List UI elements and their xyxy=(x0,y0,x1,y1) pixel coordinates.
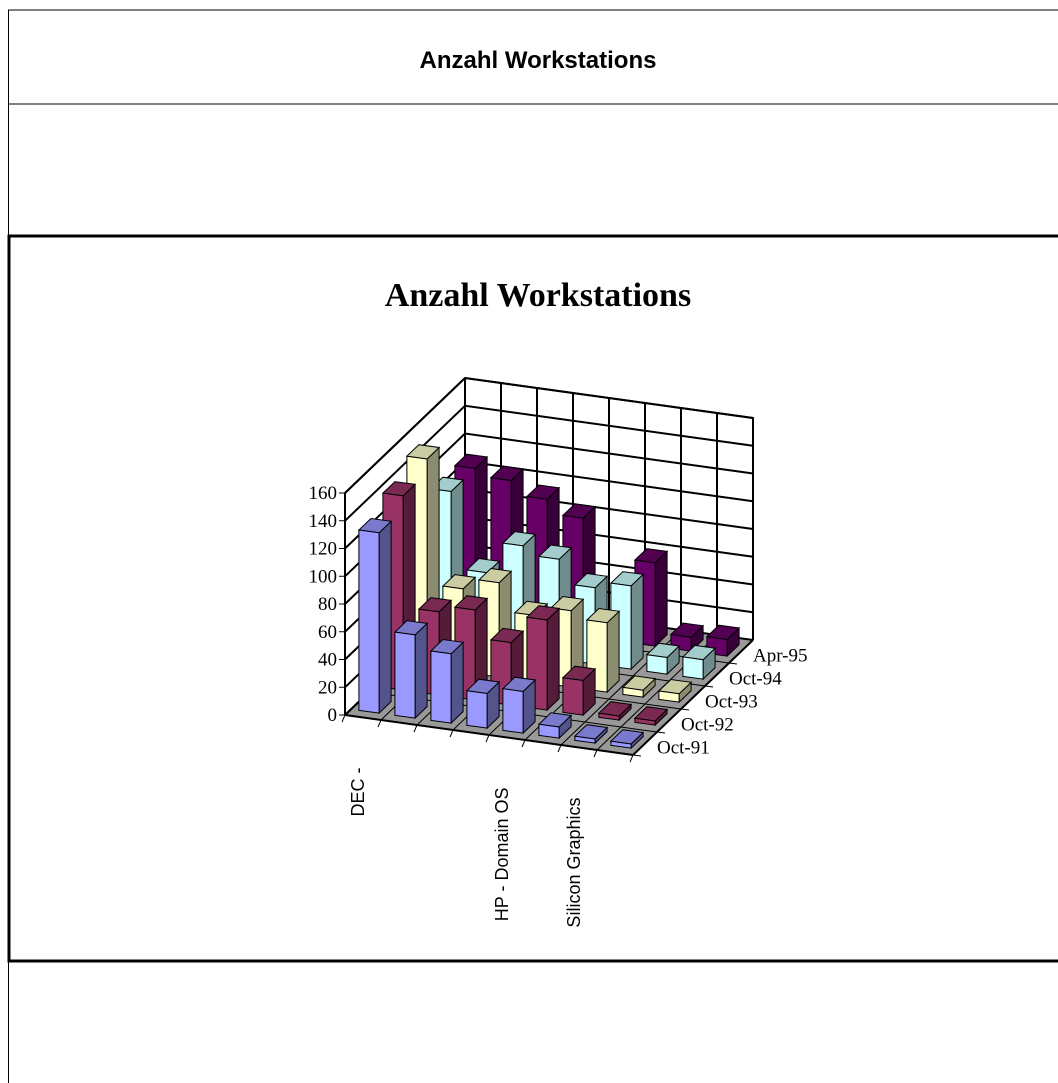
x-tick xyxy=(377,719,382,728)
bar-side xyxy=(606,610,620,694)
bar xyxy=(645,642,681,676)
bar-front xyxy=(622,686,644,698)
depth-tick xyxy=(680,708,690,711)
bar xyxy=(537,712,573,740)
bar-side xyxy=(654,550,668,648)
bar xyxy=(393,620,429,720)
depth-tick xyxy=(704,685,714,688)
bar-side xyxy=(630,573,644,671)
bar-side xyxy=(414,622,428,720)
y-tick-label: 160 xyxy=(309,483,338,504)
bar-front xyxy=(658,690,680,703)
bar xyxy=(465,678,501,730)
x-tick-label: DEC - xyxy=(348,767,368,816)
x-tick xyxy=(413,724,418,733)
bar-front xyxy=(430,650,452,724)
bar xyxy=(561,665,597,717)
x-tick xyxy=(593,749,598,758)
x-tick xyxy=(449,729,454,738)
bar-front xyxy=(610,740,632,749)
bar xyxy=(573,724,609,745)
y-tick-label: 40 xyxy=(318,650,337,671)
bar-front xyxy=(538,723,560,739)
bar-front xyxy=(562,677,584,716)
bar-front xyxy=(634,717,656,726)
grid-line xyxy=(344,376,754,494)
depth-axis xyxy=(632,639,754,756)
x-tick-label: Silicon Graphics xyxy=(564,798,584,928)
x-tick xyxy=(485,734,490,743)
bar xyxy=(357,517,393,715)
series-label: Oct-91 xyxy=(657,738,710,759)
x-tick-label: HP - Domain OS xyxy=(492,788,512,922)
bar xyxy=(633,706,669,727)
y-tick-label: 0 xyxy=(328,705,338,726)
x-tick xyxy=(341,714,346,723)
bar xyxy=(657,678,693,704)
bar-side xyxy=(450,641,464,725)
bar xyxy=(609,729,645,750)
depth-tick xyxy=(656,731,666,734)
header-title: Anzahl Workstations xyxy=(420,47,657,74)
bar-front xyxy=(646,654,668,675)
y-tick-label: 120 xyxy=(309,539,338,560)
bar-front xyxy=(574,735,596,744)
y-tick-label: 20 xyxy=(318,677,337,698)
y-tick-label: 80 xyxy=(318,594,337,615)
series-label: Oct-94 xyxy=(729,669,782,690)
chart-title: Anzahl Workstations xyxy=(385,277,691,314)
bar-front xyxy=(466,690,488,729)
y-tick-label: 140 xyxy=(309,511,338,532)
y-tick-label: 60 xyxy=(318,622,337,643)
bar xyxy=(501,676,537,735)
bar-front xyxy=(394,631,416,719)
bar-side xyxy=(546,607,560,712)
x-tick xyxy=(557,744,562,753)
x-tick xyxy=(521,739,526,748)
bar xyxy=(621,675,657,699)
series-label: Oct-93 xyxy=(705,692,758,713)
depth-tick xyxy=(632,754,642,757)
grid-line xyxy=(344,404,754,522)
bar-front xyxy=(598,712,620,721)
series-label: Apr-95 xyxy=(753,646,808,667)
depth-tick xyxy=(728,662,738,665)
bar-side xyxy=(378,520,392,715)
bar-front xyxy=(682,656,704,680)
bar xyxy=(597,701,633,722)
bar-front xyxy=(358,529,380,714)
bar xyxy=(681,644,717,681)
plot: 0 20 40 60 80 100 120 140 160 DEC - HP - Domain OS… xyxy=(309,376,808,928)
x-tick xyxy=(629,754,634,763)
series-label: Oct-92 xyxy=(681,715,734,736)
bar xyxy=(429,638,465,725)
y-tick-label: 100 xyxy=(309,566,338,587)
bar-front xyxy=(502,688,524,734)
